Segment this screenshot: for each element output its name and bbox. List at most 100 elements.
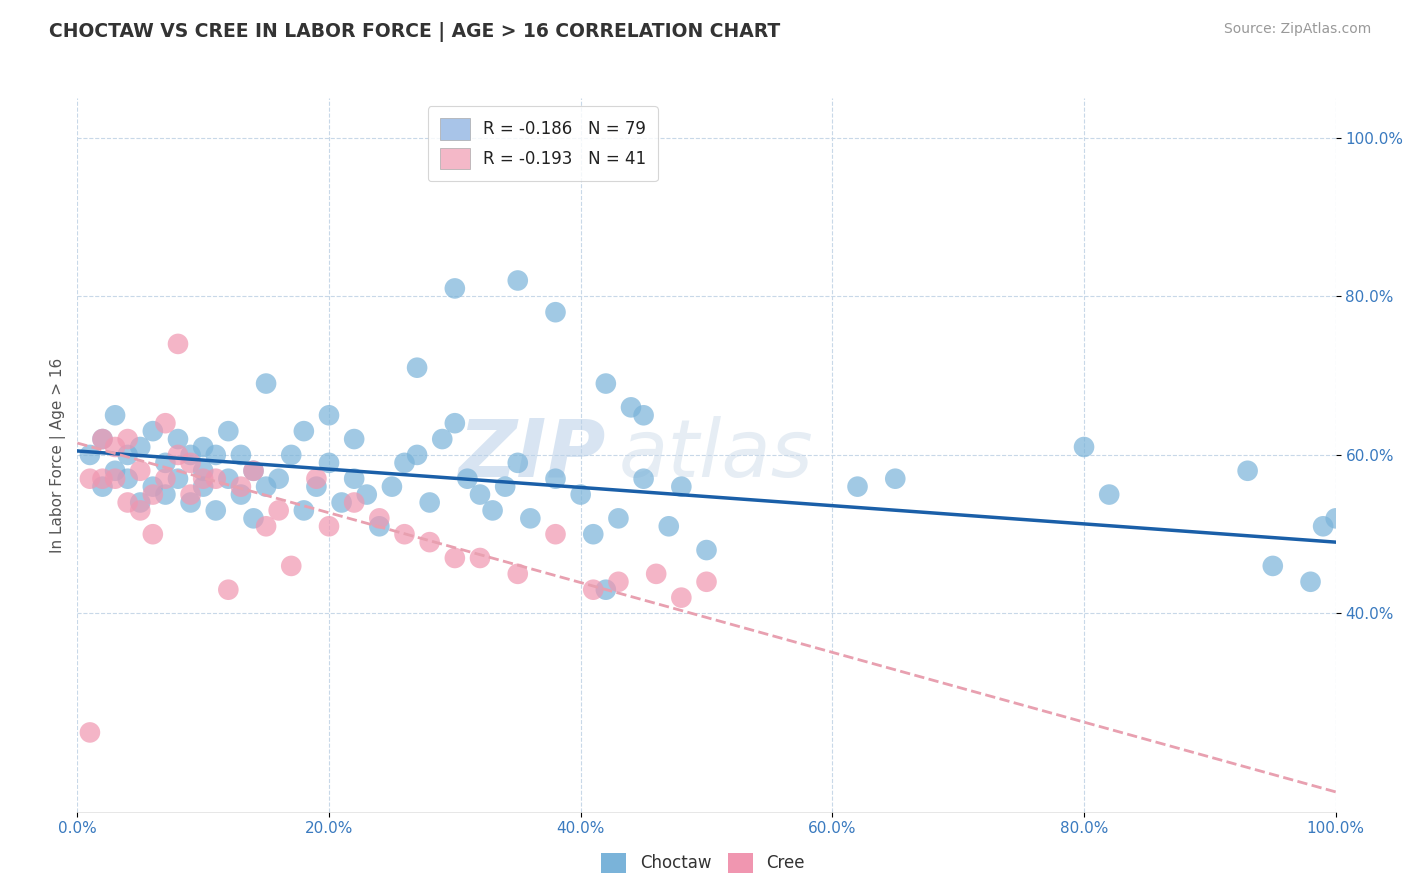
Point <box>494 480 516 494</box>
Point <box>318 519 340 533</box>
Point <box>633 409 655 423</box>
Point <box>117 472 139 486</box>
Point <box>884 472 907 486</box>
Point <box>419 535 441 549</box>
Point <box>104 464 127 478</box>
Point <box>204 448 226 462</box>
Point <box>671 480 693 494</box>
Point <box>394 527 416 541</box>
Point <box>1324 511 1347 525</box>
Point <box>242 511 264 525</box>
Point <box>481 503 503 517</box>
Point <box>142 487 165 501</box>
Point <box>91 480 114 494</box>
Point <box>204 503 226 517</box>
Point <box>343 472 366 486</box>
Point <box>229 480 252 494</box>
Point <box>254 519 277 533</box>
Point <box>91 432 114 446</box>
Point <box>292 424 315 438</box>
Point <box>155 472 177 486</box>
Point <box>180 495 202 509</box>
Point <box>217 582 239 597</box>
Point <box>846 480 869 494</box>
Point <box>79 472 101 486</box>
Point <box>305 480 328 494</box>
Point <box>217 424 239 438</box>
Point <box>456 472 478 486</box>
Point <box>506 273 529 287</box>
Point <box>582 527 605 541</box>
Point <box>318 456 340 470</box>
Point <box>633 472 655 486</box>
Point <box>229 487 252 501</box>
Point <box>519 511 541 525</box>
Point <box>381 480 404 494</box>
Point <box>267 472 290 486</box>
Point <box>356 487 378 501</box>
Point <box>394 456 416 470</box>
Point <box>1073 440 1095 454</box>
Point <box>167 472 190 486</box>
Point <box>432 432 454 446</box>
Point <box>155 416 177 430</box>
Point <box>444 416 467 430</box>
Point <box>79 725 101 739</box>
Legend: Choctaw, Cree: Choctaw, Cree <box>595 847 811 880</box>
Point <box>406 360 429 375</box>
Point <box>620 401 643 415</box>
Point <box>191 472 215 486</box>
Point <box>280 448 302 462</box>
Point <box>305 472 328 486</box>
Point <box>671 591 693 605</box>
Point <box>607 574 630 589</box>
Point <box>645 566 668 581</box>
Point <box>129 440 152 454</box>
Y-axis label: In Labor Force | Age > 16: In Labor Force | Age > 16 <box>51 358 66 552</box>
Point <box>129 464 152 478</box>
Point <box>191 480 215 494</box>
Point <box>142 424 165 438</box>
Point <box>142 480 165 494</box>
Point <box>191 440 215 454</box>
Point <box>468 487 491 501</box>
Point <box>117 495 139 509</box>
Point <box>142 527 165 541</box>
Point <box>117 448 139 462</box>
Point <box>506 456 529 470</box>
Point <box>204 472 226 486</box>
Point <box>180 487 202 501</box>
Point <box>330 495 353 509</box>
Point <box>229 448 252 462</box>
Point <box>544 527 567 541</box>
Point <box>280 558 302 573</box>
Point <box>254 376 277 391</box>
Point <box>267 503 290 517</box>
Point <box>696 543 718 558</box>
Point <box>343 495 366 509</box>
Text: ZIP: ZIP <box>458 416 606 494</box>
Point <box>1312 519 1334 533</box>
Point <box>1299 574 1322 589</box>
Legend: R = -0.186   N = 79, R = -0.193   N = 41: R = -0.186 N = 79, R = -0.193 N = 41 <box>427 106 658 181</box>
Point <box>180 456 202 470</box>
Point <box>79 448 101 462</box>
Point <box>544 472 567 486</box>
Point <box>318 409 340 423</box>
Point <box>91 472 114 486</box>
Point <box>155 487 177 501</box>
Point <box>569 487 592 501</box>
Point <box>129 503 152 517</box>
Point <box>343 432 366 446</box>
Point <box>180 448 202 462</box>
Point <box>1236 464 1258 478</box>
Point <box>607 511 630 525</box>
Text: Source: ZipAtlas.com: Source: ZipAtlas.com <box>1223 22 1371 37</box>
Point <box>444 281 467 295</box>
Text: CHOCTAW VS CREE IN LABOR FORCE | AGE > 16 CORRELATION CHART: CHOCTAW VS CREE IN LABOR FORCE | AGE > 1… <box>49 22 780 42</box>
Point <box>104 440 127 454</box>
Point <box>368 519 391 533</box>
Point <box>104 472 127 486</box>
Point <box>104 409 127 423</box>
Point <box>292 503 315 517</box>
